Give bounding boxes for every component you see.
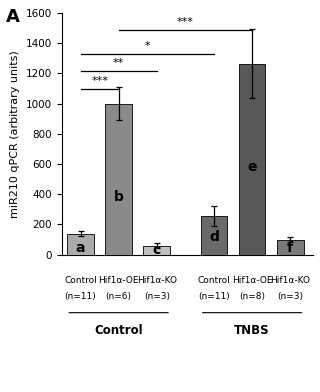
Bar [277,240,304,255]
Text: a: a [76,241,85,255]
Text: Hif1α-KO: Hif1α-KO [270,276,310,285]
Text: ***: *** [177,17,194,27]
Bar [67,234,94,255]
Bar [105,103,132,255]
Y-axis label: miR210 qPCR (arbitrary units): miR210 qPCR (arbitrary units) [10,50,20,218]
Text: (n=3): (n=3) [277,292,303,301]
Text: Hif1α-OE: Hif1α-OE [99,276,139,285]
Text: d: d [209,230,219,244]
Text: Control: Control [94,323,143,337]
Text: Hif1α-OE: Hif1α-OE [232,276,272,285]
Text: c: c [153,243,161,258]
Text: (n=6): (n=6) [106,292,132,301]
Text: Hif1α-KO: Hif1α-KO [137,276,177,285]
Text: Control: Control [197,276,230,285]
Text: **: ** [113,58,124,69]
Text: ***: *** [91,76,108,86]
Text: (n=3): (n=3) [144,292,170,301]
Text: *: * [144,41,150,51]
Text: Control: Control [64,276,97,285]
Text: (n=8): (n=8) [239,292,265,301]
Text: f: f [287,241,293,255]
Text: e: e [247,160,257,174]
Bar [201,216,227,255]
Text: A: A [6,8,20,26]
Text: TNBS: TNBS [234,323,270,337]
Text: (n=11): (n=11) [198,292,230,301]
Text: b: b [114,190,124,204]
Bar [143,246,170,255]
Bar [239,64,265,255]
Text: (n=11): (n=11) [65,292,96,301]
